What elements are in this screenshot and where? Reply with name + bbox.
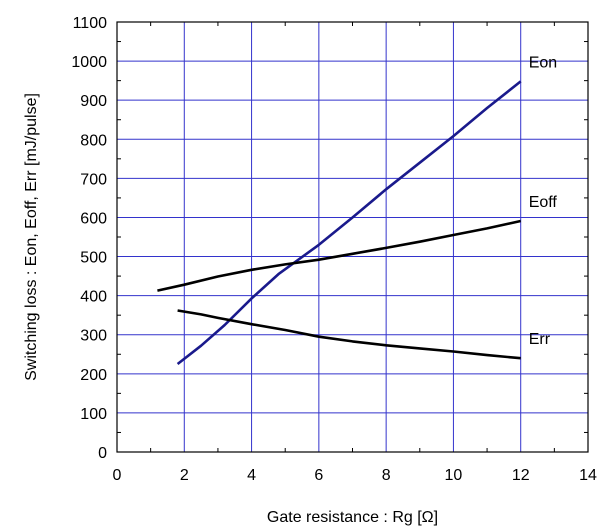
y-axis-label: Switching loss : Eon, Eoff, Err [mJ/puls… — [23, 93, 40, 381]
y-tick-label: 800 — [80, 132, 107, 149]
y-tick-label: 400 — [80, 289, 107, 306]
series-label-eon: Eon — [529, 54, 557, 71]
y-tick-label: 0 — [98, 445, 107, 462]
grid — [117, 22, 588, 452]
y-tick-label: 1100 — [73, 15, 108, 32]
series-line-eoff — [157, 219, 521, 292]
y-tick-label: 1000 — [71, 54, 107, 71]
x-axis-label: Gate resistance : Rg [Ω] — [267, 509, 438, 526]
plot-frame — [116, 21, 589, 453]
y-tick-label: 700 — [80, 171, 107, 188]
x-tick-label: 12 — [512, 467, 530, 484]
x-tick-label: 0 — [113, 467, 122, 484]
y-tick-label: 500 — [80, 250, 107, 267]
series-line-eon — [176, 80, 522, 366]
y-tick-label: 200 — [80, 367, 107, 384]
series-line-err — [177, 309, 521, 360]
x-tick-label: 6 — [314, 467, 323, 484]
y-tick-label: 600 — [80, 210, 107, 227]
x-tick-label: 10 — [445, 467, 463, 484]
series-labels: Eon Eoff Err — [529, 54, 558, 348]
y-tick-label: 900 — [80, 93, 107, 110]
x-tick-label: 8 — [382, 467, 391, 484]
y-tick-label: 300 — [80, 328, 107, 345]
axis-ticks: 0 2 4 6 8 10 12 14 0 100 200 300 400 500 600 700 800 900 1… — [71, 15, 597, 484]
series-lines — [157, 80, 522, 366]
series-label-eoff: Eoff — [529, 194, 558, 211]
x-tick-label: 2 — [180, 467, 189, 484]
x-tick-label: 4 — [247, 467, 256, 484]
series-label-err: Err — [529, 331, 551, 348]
x-tick-label: 14 — [579, 467, 597, 484]
y-tick-label: 100 — [80, 406, 107, 423]
